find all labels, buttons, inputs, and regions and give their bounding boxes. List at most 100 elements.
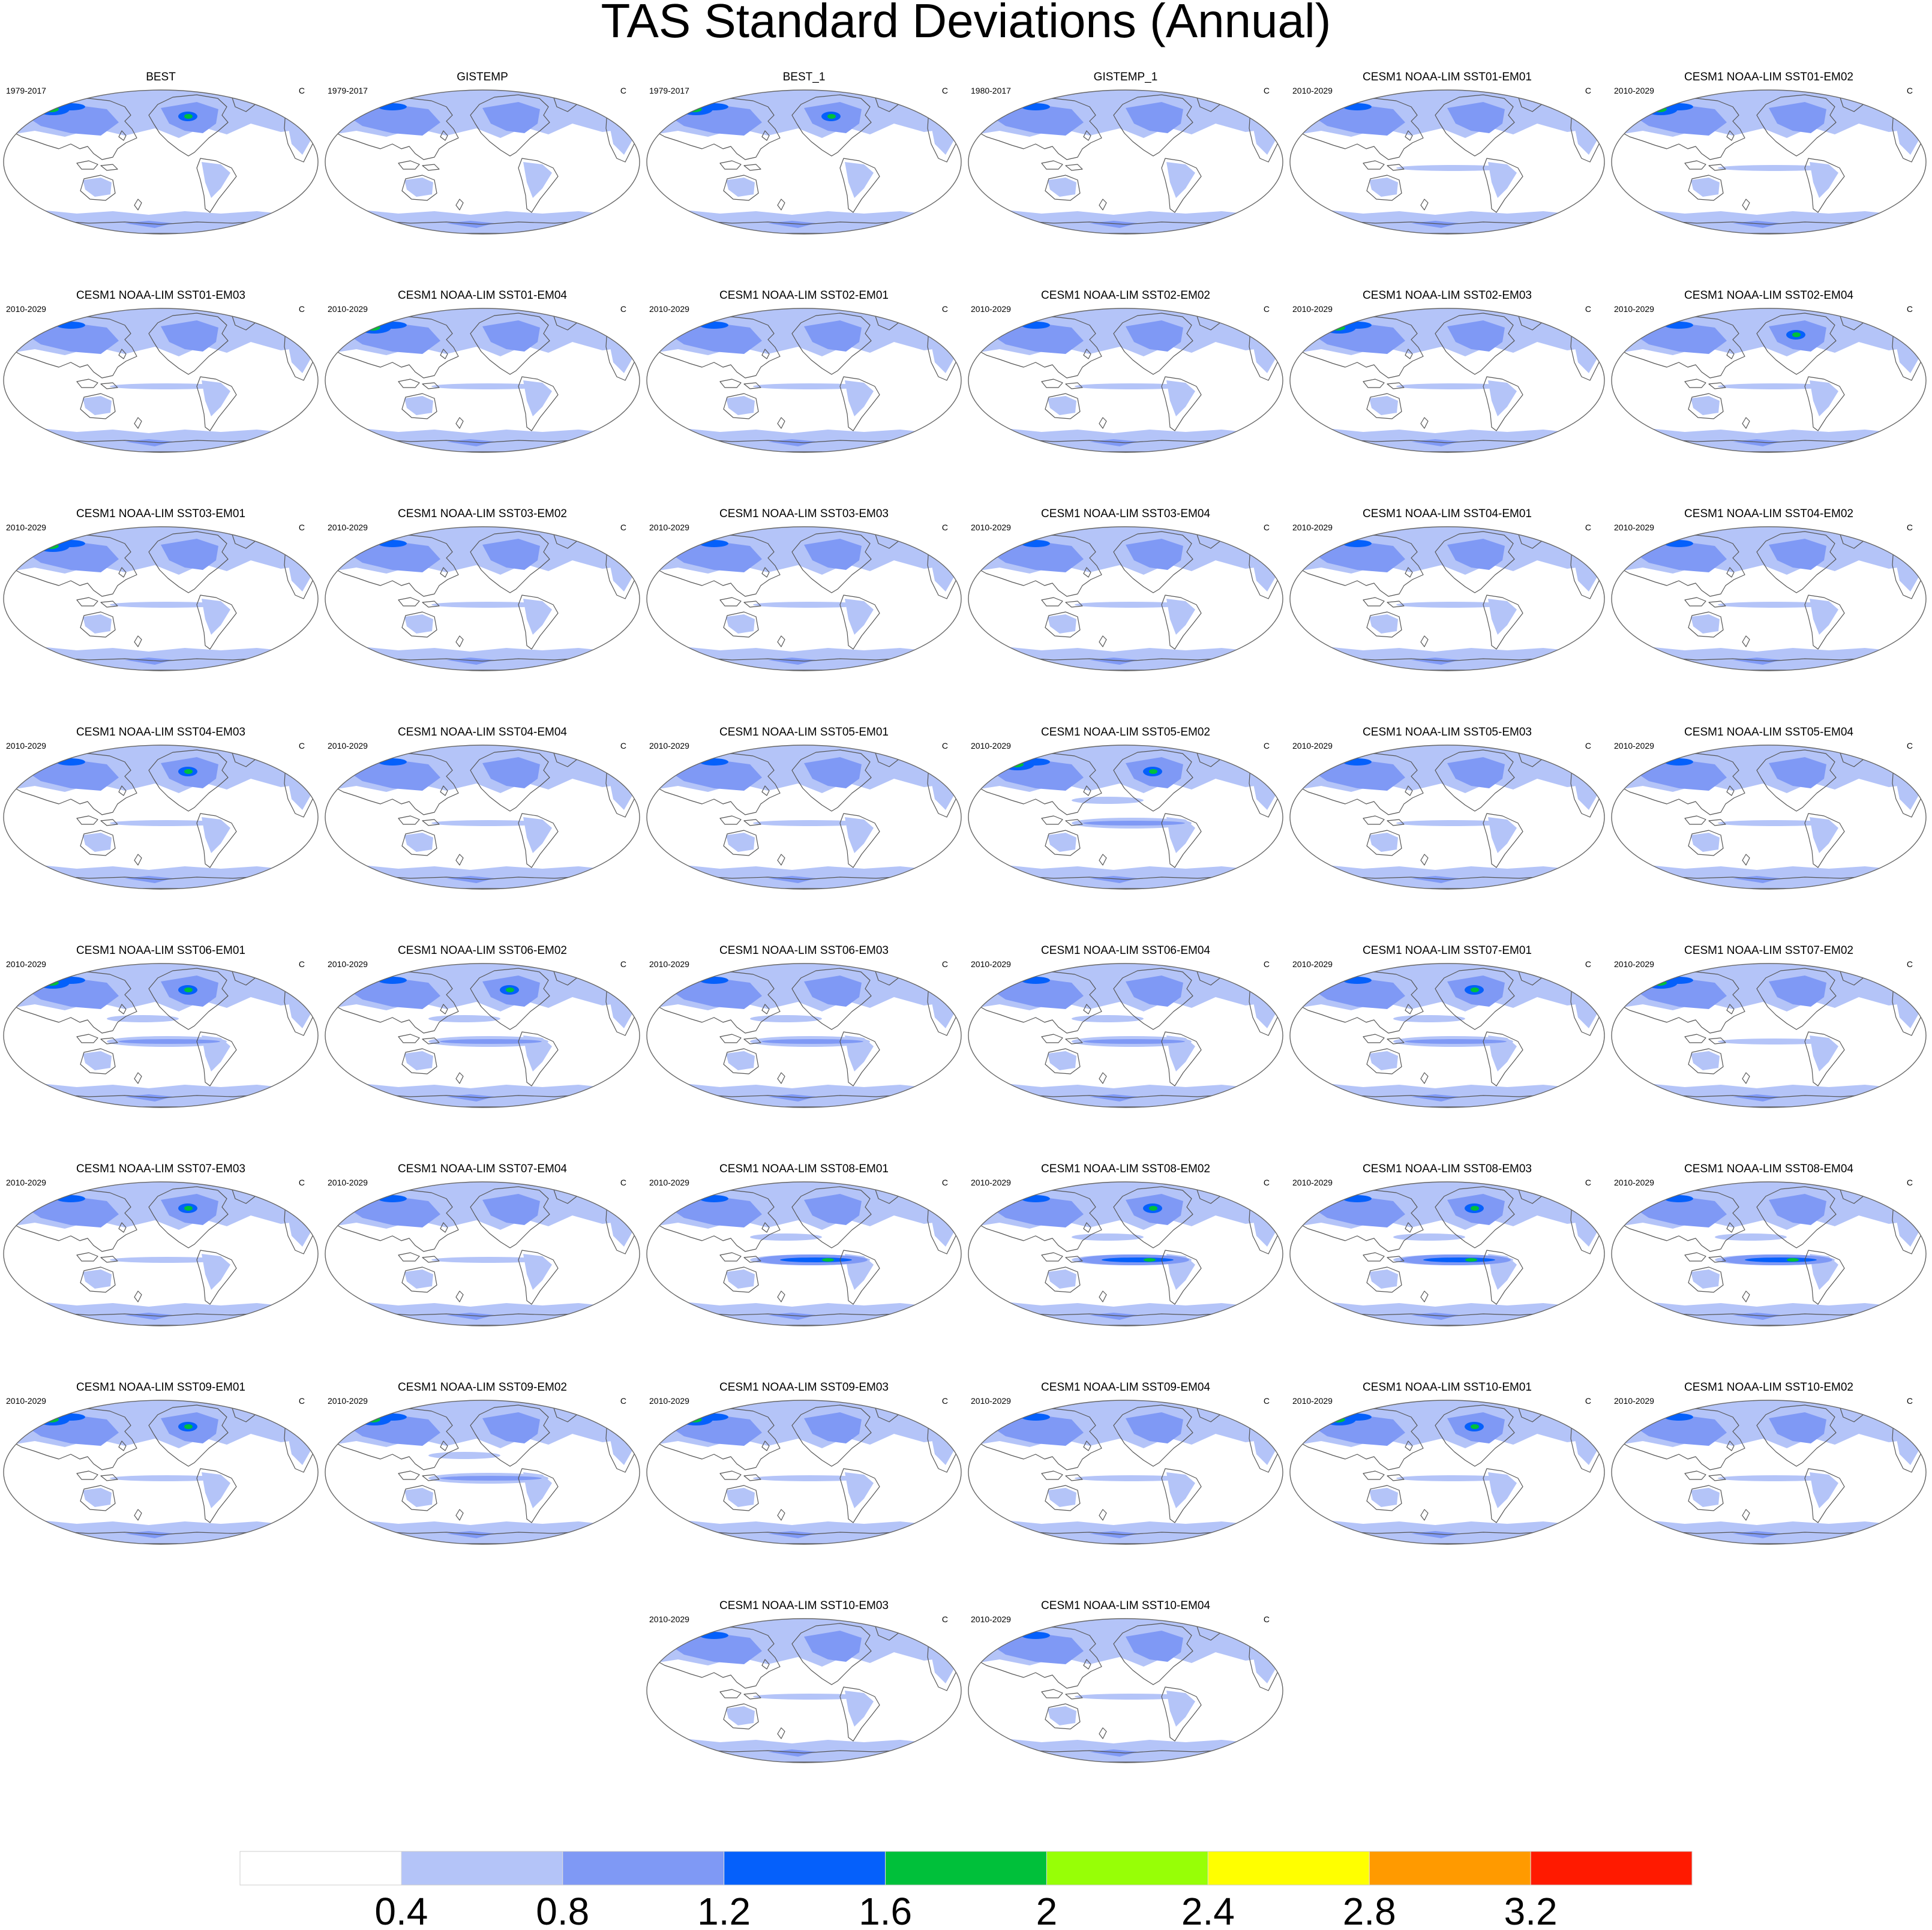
- map-frame: [646, 1181, 962, 1326]
- south-america-shade: [202, 1254, 230, 1290]
- coastline: [455, 417, 464, 429]
- panel-period: 2010-2029: [6, 741, 46, 751]
- map-frame: [325, 1400, 640, 1545]
- australia-shade: [726, 833, 755, 852]
- coastline: [1405, 567, 1413, 578]
- panel-units: C: [1585, 523, 1591, 532]
- panel-period: 2010-2029: [6, 1396, 46, 1406]
- panel-units: C: [1264, 1396, 1270, 1406]
- south-america-shade: [1166, 162, 1195, 198]
- coastline: [777, 1290, 785, 1302]
- panel-units: C: [620, 304, 626, 314]
- coastline: [1041, 1252, 1083, 1263]
- map-frame: [325, 526, 640, 671]
- map-frame: [3, 1400, 319, 1545]
- north-america-shade: [1769, 102, 1826, 133]
- north-america-shade: [1769, 539, 1826, 570]
- enso-peak-shade: [1745, 1257, 1817, 1262]
- north-america-shade: [804, 320, 862, 352]
- coastline: [777, 635, 785, 647]
- enso-tongue-shade: [431, 820, 545, 826]
- panel-period: 2010-2029: [6, 959, 46, 969]
- coastline: [398, 1470, 440, 1481]
- coastline: [1363, 1470, 1405, 1481]
- map-panel: CESM1 NOAA-LIM SST06-EM02 2010-2029 C: [325, 944, 640, 1108]
- south-america-shade: [202, 1472, 230, 1508]
- enso-tongue-shade: [431, 383, 545, 389]
- australia-shade: [404, 833, 433, 852]
- south-america-shade: [1810, 599, 1838, 635]
- coastline: [1083, 1440, 1091, 1451]
- coastline: [1483, 813, 1523, 868]
- map-panel: CESM1 NOAA-LIM SST08-EM04 2010-2029 C: [1611, 1163, 1927, 1326]
- coastline: [1045, 830, 1081, 856]
- australia-shade: [83, 614, 112, 634]
- siberia-peak-shade: [688, 106, 702, 112]
- map-panel: CESM1 NOAA-LIM SST08-EM03 2010-2029 C: [1289, 1163, 1605, 1326]
- coastline: [839, 1468, 880, 1523]
- panel-units: C: [1907, 523, 1913, 532]
- north-america-shade: [1447, 320, 1505, 352]
- coastline: [791, 531, 872, 593]
- coastline: [398, 160, 440, 171]
- map-panel: CESM1 NOAA-LIM SST01-EM04 2010-2029 C: [325, 289, 640, 453]
- panel-title: CESM1 NOAA-LIM SST10-EM04: [1041, 1599, 1210, 1612]
- coastline: [1684, 379, 1726, 389]
- coastline: [1083, 1659, 1091, 1670]
- coastline: [1041, 379, 1083, 389]
- panel-title: CESM1 NOAA-LIM SST02-EM02: [1041, 289, 1210, 302]
- australia-shade: [1369, 1051, 1398, 1070]
- coastline: [1804, 1250, 1845, 1305]
- panel-units: C: [299, 741, 305, 751]
- coastline: [1420, 199, 1429, 211]
- coastline: [76, 1252, 118, 1263]
- coastline: [134, 417, 142, 429]
- map-panel: GISTEMP 1979-2017 C: [325, 71, 640, 235]
- map-frame: [646, 526, 962, 671]
- map-panel: CESM1 NOAA-LIM SST03-EM02 2010-2029 C: [325, 508, 640, 671]
- map-frame: [1611, 308, 1927, 453]
- australia-shade: [1691, 178, 1720, 197]
- coastline: [80, 830, 116, 856]
- north-pacific-band-shade: [1715, 1233, 1787, 1241]
- colorbar: 0.4 0.8 1.2 1.6 2 2.4 2.8 3.2: [239, 1851, 1693, 1930]
- panel-title: CESM1 NOAA-LIM SST05-EM03: [1363, 726, 1532, 739]
- australia-shade: [1048, 1706, 1076, 1725]
- map-frame: [968, 526, 1283, 671]
- north-pacific-band-shade: [1072, 1015, 1144, 1022]
- coastline: [134, 199, 142, 211]
- coastline: [1726, 567, 1735, 578]
- map-frame: [1289, 1181, 1605, 1326]
- coastline: [1726, 130, 1735, 141]
- coastline: [470, 1404, 550, 1467]
- coastline: [1804, 813, 1845, 868]
- siberia-peak-shade: [44, 543, 59, 549]
- coastline: [455, 1072, 464, 1084]
- australia-shade: [1691, 1269, 1720, 1289]
- coastline: [1083, 1004, 1091, 1014]
- map-frame: [646, 1618, 962, 1763]
- colorbar-label: 0.8: [536, 1890, 589, 1930]
- colorbar-bin: [401, 1851, 563, 1886]
- coastline: [723, 611, 759, 638]
- north-america-shade: [1126, 320, 1183, 352]
- map-panel: CESM1 NOAA-LIM SST10-EM04 2010-2029 C: [968, 1599, 1283, 1763]
- map-frame: [3, 745, 319, 890]
- colorbar-label: 1.6: [859, 1890, 912, 1930]
- coastline: [1405, 1222, 1413, 1233]
- north-pacific-band-shade: [750, 1233, 822, 1241]
- coastline: [455, 1509, 464, 1521]
- panel-title: CESM1 NOAA-LIM SST06-EM01: [76, 944, 245, 957]
- colorbar-label: 2.8: [1343, 1890, 1396, 1930]
- panel-title: CESM1 NOAA-LIM SST04-EM02: [1684, 508, 1853, 520]
- panel-title: CESM1 NOAA-LIM SST09-EM04: [1041, 1381, 1210, 1394]
- north-pacific-band-shade: [1072, 797, 1144, 804]
- coastline: [1804, 1468, 1845, 1523]
- enso-tongue-shade: [1718, 820, 1832, 826]
- panel-title: CESM1 NOAA-LIM SST03-EM02: [398, 508, 567, 520]
- coastline: [401, 1266, 437, 1293]
- coastline: [398, 597, 440, 608]
- panel-units: C: [1585, 1178, 1591, 1187]
- coastline: [1045, 1266, 1081, 1293]
- map-panel: CESM1 NOAA-LIM SST02-EM02 2010-2029 C: [968, 289, 1283, 453]
